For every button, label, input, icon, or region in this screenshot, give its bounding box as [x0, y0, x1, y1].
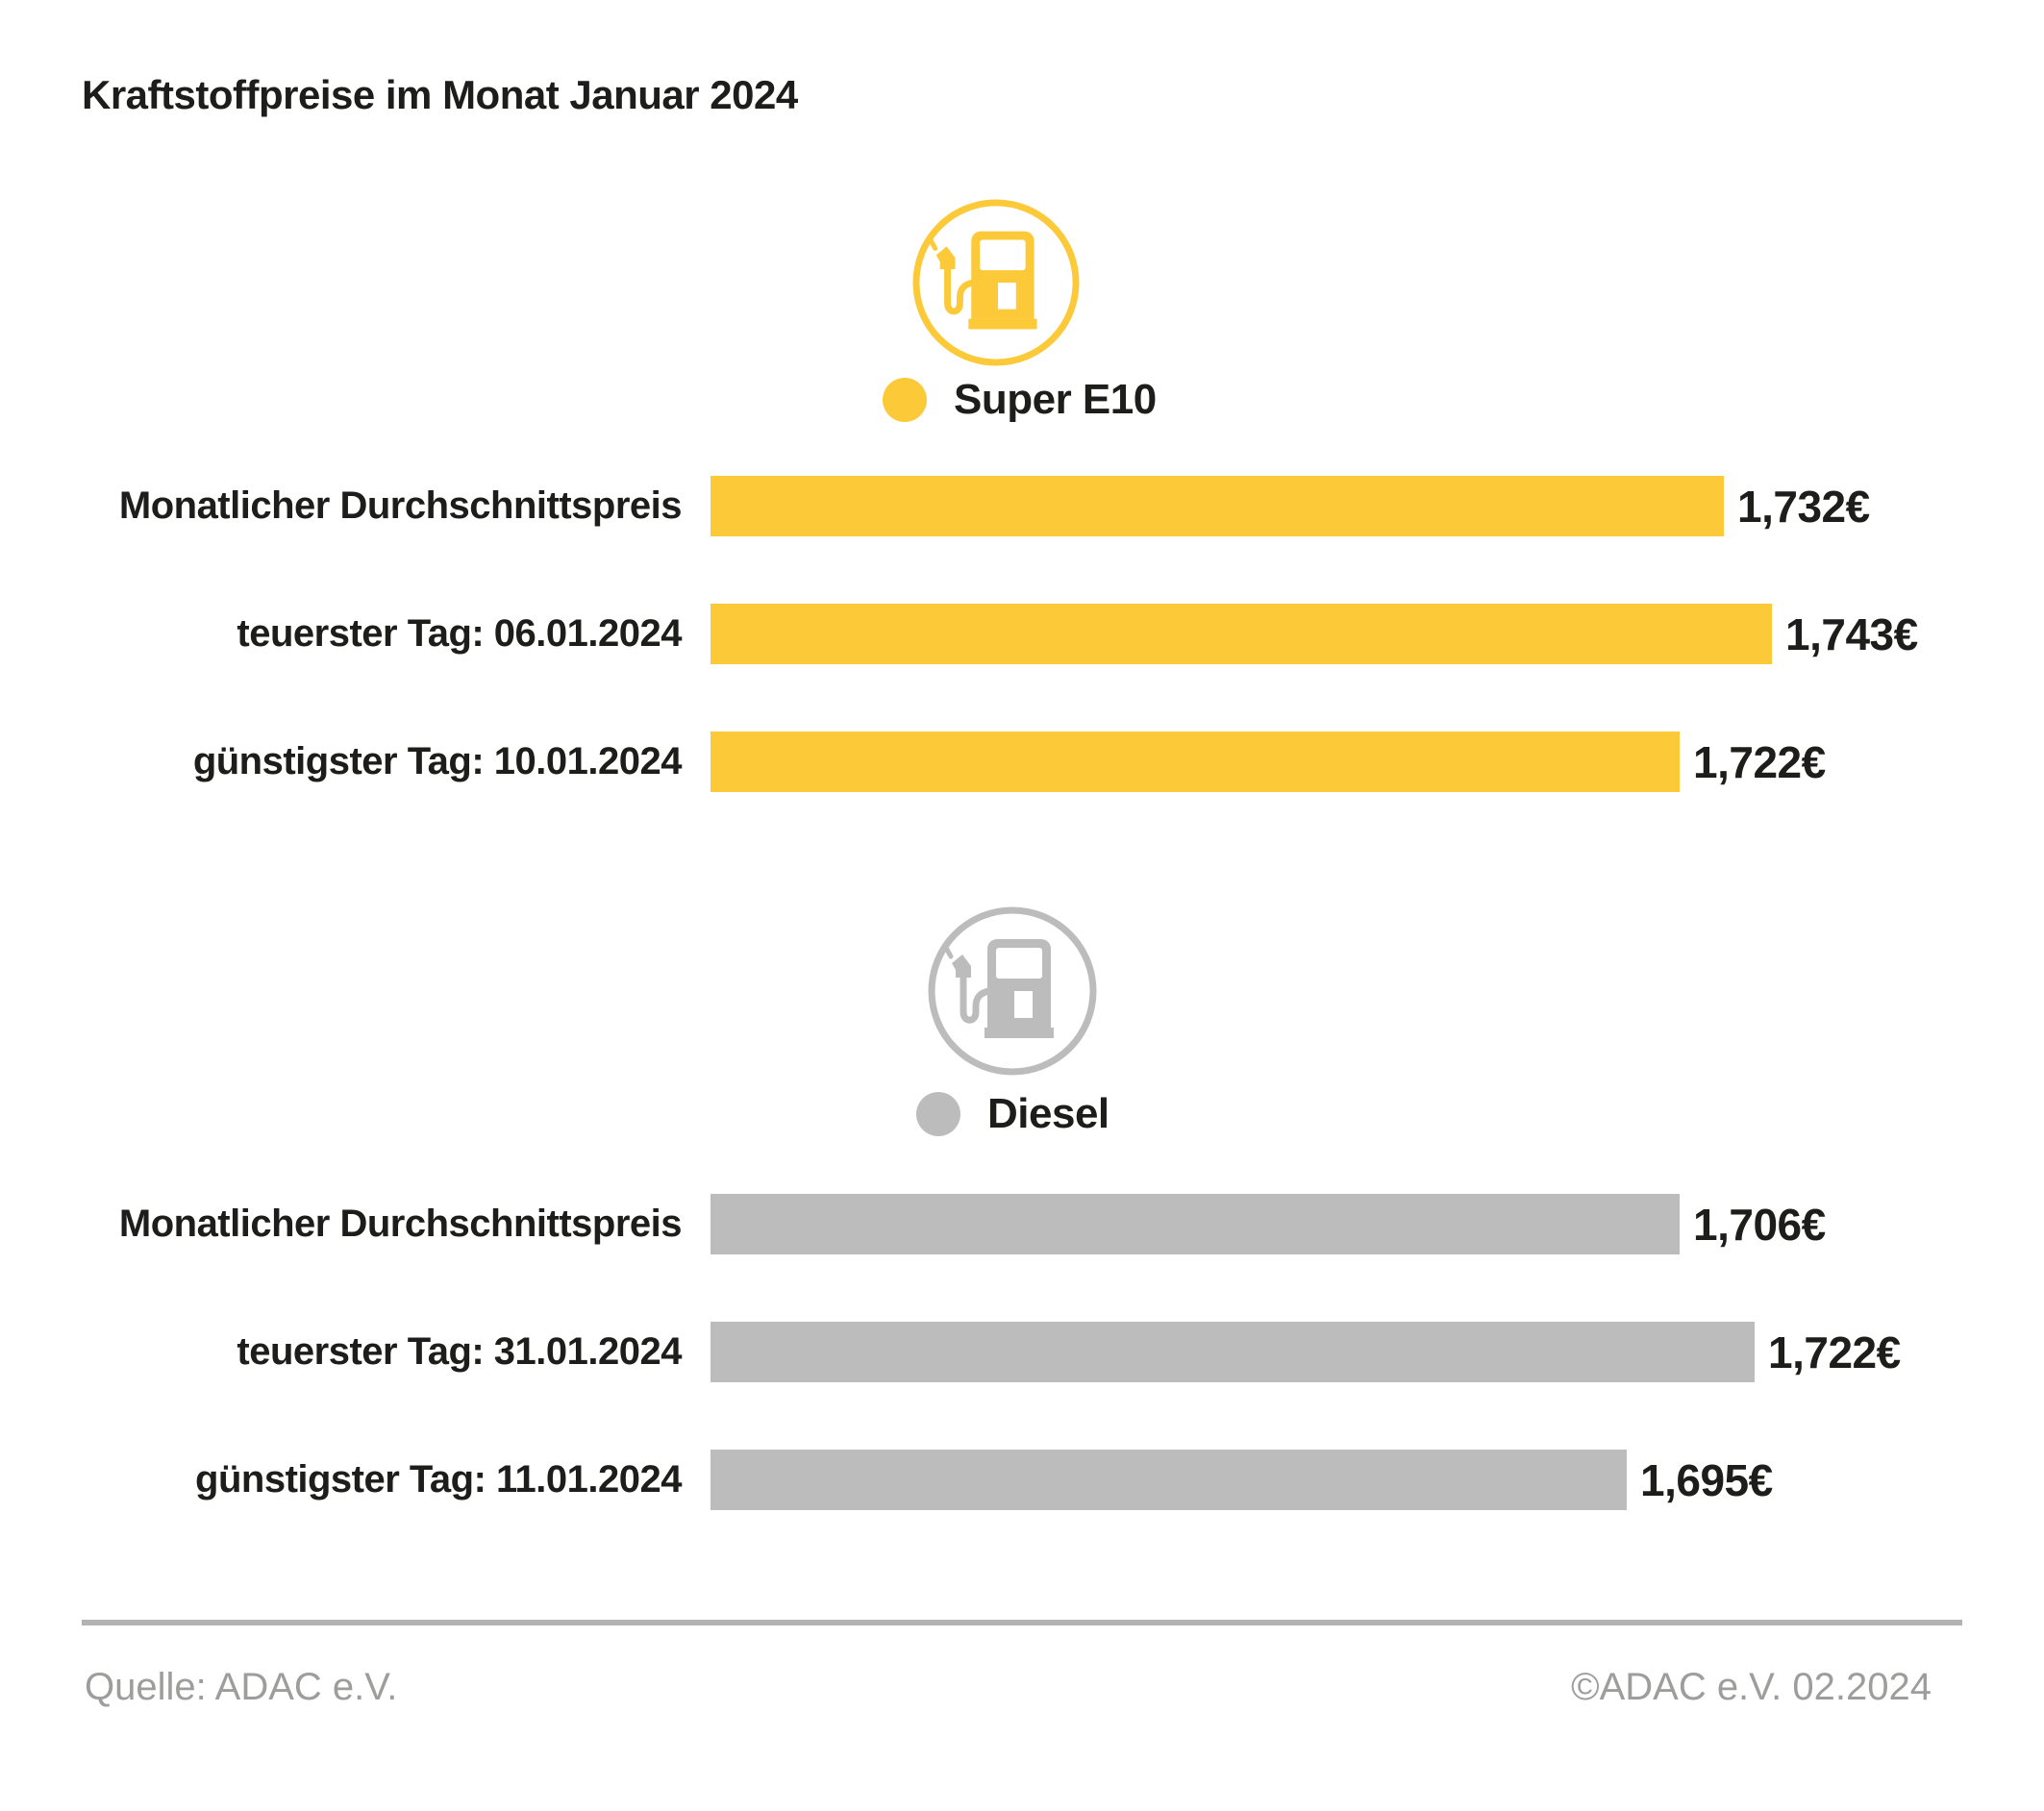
- legend-dot-super-e10: [883, 378, 927, 422]
- bar-row-e10-cheapest: günstigster Tag: 10.01.2024 1,722€: [0, 732, 2044, 792]
- bar-diesel-most-expensive: [710, 1322, 1755, 1382]
- bar-label: Monatlicher Durchschnittspreis: [118, 1203, 683, 1245]
- legend-dot-diesel: [916, 1092, 960, 1136]
- bar-diesel-cheapest: [710, 1450, 1627, 1510]
- bar-row-diesel-most-expensive: teuerster Tag: 31.01.2024 1,722€: [0, 1322, 2044, 1382]
- bar-super-e10-average: [710, 476, 1724, 536]
- bar-diesel-average: [710, 1194, 1680, 1254]
- legend-label-super-e10: Super E10: [954, 376, 1157, 423]
- fuel-pump-icon: [910, 197, 1082, 368]
- bar-value: 1,722€: [1693, 736, 1826, 787]
- legend-diesel: Diesel: [916, 1090, 1109, 1138]
- copyright-notice: ©ADAC e.V. 02.2024: [1571, 1666, 1932, 1708]
- bar-value: 1,722€: [1768, 1327, 1901, 1377]
- legend-label-diesel: Diesel: [987, 1090, 1109, 1137]
- legend-super-e10: Super E10: [883, 376, 1157, 424]
- bar-value: 1,743€: [1785, 608, 1918, 659]
- bar-row-e10-average: Monatlicher Durchschnittspreis 1,732€: [0, 476, 2044, 536]
- page-title: Kraftstoffpreise im Monat Januar 2024: [82, 72, 798, 117]
- bar-label: teuerster Tag: 31.01.2024: [237, 1330, 682, 1373]
- source-credit: Quelle: ADAC e.V.: [85, 1666, 398, 1708]
- bar-label: günstigster Tag: 11.01.2024: [195, 1458, 682, 1501]
- bar-label: teuerster Tag: 06.01.2024: [237, 612, 682, 655]
- bar-label: Monatlicher Durchschnittspreis: [118, 484, 683, 527]
- bar-row-e10-most-expensive: teuerster Tag: 06.01.2024 1,743€: [0, 604, 2044, 664]
- fuel-pump-icon: [926, 905, 1099, 1078]
- footer-divider: [82, 1620, 1962, 1625]
- bar-value: 1,732€: [1737, 481, 1870, 532]
- bar-value: 1,695€: [1640, 1454, 1773, 1505]
- bar-row-diesel-cheapest: günstigster Tag: 11.01.2024 1,695€: [0, 1450, 2044, 1510]
- bar-super-e10-cheapest: [710, 732, 1680, 792]
- bar-value: 1,706€: [1693, 1199, 1826, 1250]
- bar-label: günstigster Tag: 10.01.2024: [192, 740, 683, 782]
- bar-super-e10-most-expensive: [710, 604, 1772, 664]
- bar-row-diesel-average: Monatlicher Durchschnittspreis 1,706€: [0, 1194, 2044, 1254]
